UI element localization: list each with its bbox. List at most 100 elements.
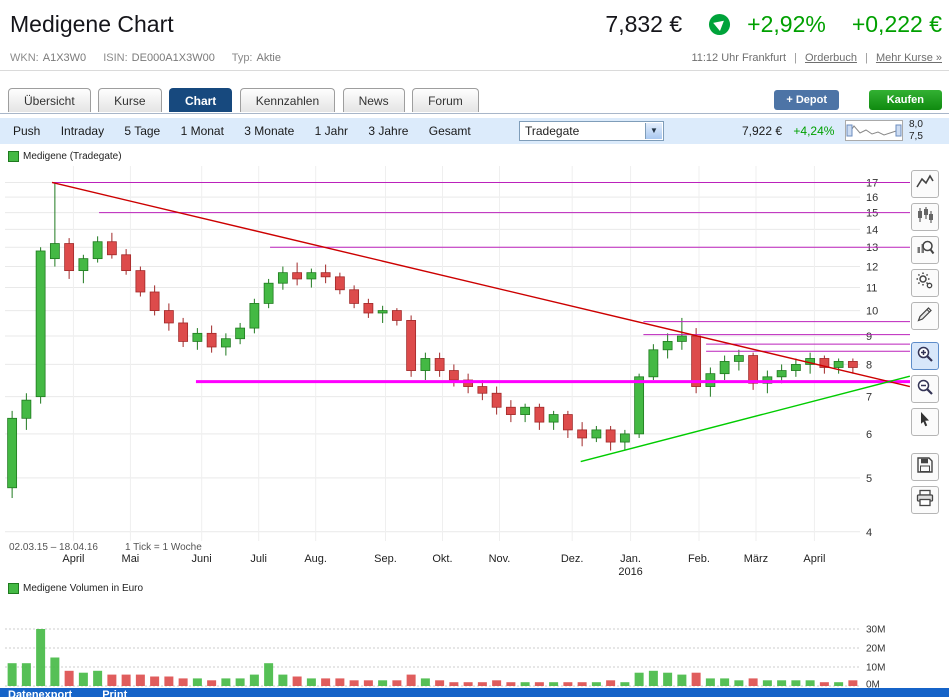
instrument-meta: WKN: A1X3W0 ISIN: DE000A1X3W00 Typ: Aktie <box>10 52 295 64</box>
volume-chart: 0M 10M 20M 30M <box>5 625 885 691</box>
price-chart[interactable]: 4 5 6 7 8 9 10 11 12 13 14 15 16 17 April Mai Juni Juli Au… <box>5 166 917 580</box>
exchange-quote: 7,922 € +4,24% <box>742 118 834 144</box>
save-disk-icon <box>915 455 935 480</box>
pointer-button[interactable] <box>911 408 939 436</box>
orderbuch-link[interactable]: Orderbuch <box>805 52 857 64</box>
draw-tools-button[interactable] <box>911 302 939 330</box>
wkn-label: WKN: <box>10 52 39 64</box>
line-chart-button[interactable] <box>911 170 939 198</box>
chevron-down-icon[interactable]: ▼ <box>645 123 662 139</box>
wkn-value: A1X3W0 <box>42 52 87 64</box>
svg-text:0M: 0M <box>866 680 880 691</box>
svg-text:Mai: Mai <box>122 553 140 565</box>
typ-label: Typ: <box>231 52 253 64</box>
exchange-quote-change: +4,24% <box>793 124 835 138</box>
svg-text:13: 13 <box>866 242 878 254</box>
quote-cluster: 7,832 € +2,92% +0,222 € <box>605 11 942 38</box>
change-percent: +2,92% <box>747 11 826 37</box>
legend-swatch-icon <box>8 583 19 594</box>
zoom-out-icon <box>915 377 935 402</box>
change-absolute: +0,222 € <box>851 11 942 37</box>
quote-time: 11:12 Uhr Frankfurt <box>691 52 787 64</box>
svg-text:Feb.: Feb. <box>688 553 710 565</box>
period-push[interactable]: Push <box>13 124 41 138</box>
svg-text:11: 11 <box>866 283 877 295</box>
period-gesamt[interactable]: Gesamt <box>428 124 471 138</box>
svg-text:Nov.: Nov. <box>489 553 511 565</box>
svg-text:April: April <box>803 553 825 565</box>
zoom-in-button[interactable] <box>911 342 939 370</box>
save-button[interactable] <box>911 453 939 481</box>
add-depot-button[interactable]: + Depot <box>774 90 839 110</box>
price-chart-legend: Medigene (Tradegate) <box>8 151 122 162</box>
range-high-label: 8,0 <box>909 119 923 130</box>
cursor-arrow-icon <box>915 410 935 435</box>
separator: | <box>794 52 797 64</box>
svg-text:Jan.: Jan. <box>620 553 641 565</box>
svg-text:12: 12 <box>866 262 878 274</box>
candlestick-chart-icon <box>915 205 935 230</box>
period-1-jahr[interactable]: 1 Jahr <box>314 124 349 138</box>
bottom-bar: Datenexport Print <box>0 688 949 697</box>
svg-text:2016: 2016 <box>618 566 642 578</box>
header-divider <box>0 70 949 71</box>
typ-value: Aktie <box>256 52 281 64</box>
svg-text:10M: 10M <box>866 663 885 674</box>
candlestick-chart-button[interactable] <box>911 203 939 231</box>
tab-news[interactable]: News <box>342 88 405 112</box>
tab-kennzahlen[interactable]: Kennzahlen <box>239 88 336 112</box>
zoom-out-button[interactable] <box>911 375 939 403</box>
print-link[interactable]: Print <box>102 689 128 697</box>
svg-text:10: 10 <box>866 306 878 318</box>
period-3-monate[interactable]: 3 Monate <box>244 124 295 138</box>
pencil-icon <box>915 304 935 329</box>
svg-text:März: März <box>744 553 768 565</box>
mehr-kurse-link[interactable]: Mehr Kurse » <box>875 52 942 64</box>
svg-text:8: 8 <box>866 359 872 371</box>
period-intraday[interactable]: Intraday <box>60 124 105 138</box>
tab-bar: Übersicht Kurse Chart Kennzahlen News Fo… <box>0 88 949 114</box>
zoom-in-icon <box>915 344 935 369</box>
range-labels: 8,0 7,5 <box>909 119 923 143</box>
time-line: 11:12 Uhr Frankfurt | Orderbuch | Mehr K… <box>691 52 942 64</box>
svg-text:7: 7 <box>866 392 872 404</box>
svg-text:Aug.: Aug. <box>304 553 327 565</box>
line-chart-icon <box>915 172 935 197</box>
settings-gears-icon <box>915 271 935 296</box>
period-bar: Push Intraday 5 Tage 1 Monat 3 Monate 1 … <box>0 118 949 144</box>
datenexport-link[interactable]: Datenexport <box>8 689 73 697</box>
svg-text:02.03.15 – 18.04.16: 02.03.15 – 18.04.16 <box>9 542 98 553</box>
svg-text:6: 6 <box>866 429 872 441</box>
tab-forum[interactable]: Forum <box>412 88 479 112</box>
svg-text:Sep.: Sep. <box>374 553 397 565</box>
range-slider[interactable] <box>845 120 903 141</box>
settings-button[interactable] <box>911 269 939 297</box>
tab-uebersicht[interactable]: Übersicht <box>8 88 91 112</box>
isin-label: ISIN: <box>103 52 128 64</box>
svg-text:9: 9 <box>866 331 872 343</box>
svg-text:17: 17 <box>866 177 878 189</box>
legend-swatch-icon <box>8 151 19 162</box>
period-5-tage[interactable]: 5 Tage <box>124 124 161 138</box>
period-1-monat[interactable]: 1 Monat <box>180 124 224 138</box>
separator: | <box>865 52 868 64</box>
svg-text:Okt.: Okt. <box>432 553 452 565</box>
price-chart-legend-label: Medigene (Tradegate) <box>23 151 122 162</box>
svg-text:Juni: Juni <box>192 553 212 565</box>
period-3-jahre[interactable]: 3 Jahre <box>368 124 409 138</box>
exchange-select[interactable]: Tradegate ▼ <box>519 121 664 141</box>
printer-icon <box>915 488 935 513</box>
svg-text:1 Tick = 1 Woche: 1 Tick = 1 Woche <box>125 542 202 553</box>
kaufen-button[interactable]: Kaufen <box>868 90 942 110</box>
svg-text:20M: 20M <box>866 644 885 655</box>
print-button[interactable] <box>911 486 939 514</box>
range-low-label: 7,5 <box>909 131 923 142</box>
volume-chart-legend: Medigene Volumen in Euro <box>8 583 143 594</box>
chart-magnifier-button[interactable] <box>911 236 939 264</box>
isin-value: DE000A1X3W00 <box>131 52 215 64</box>
svg-text:Dez.: Dez. <box>561 553 584 565</box>
push-icon[interactable] <box>708 13 731 36</box>
tab-chart[interactable]: Chart <box>168 88 233 112</box>
tab-kurse[interactable]: Kurse <box>98 88 162 112</box>
exchange-selected-value: Tradegate <box>525 124 580 138</box>
